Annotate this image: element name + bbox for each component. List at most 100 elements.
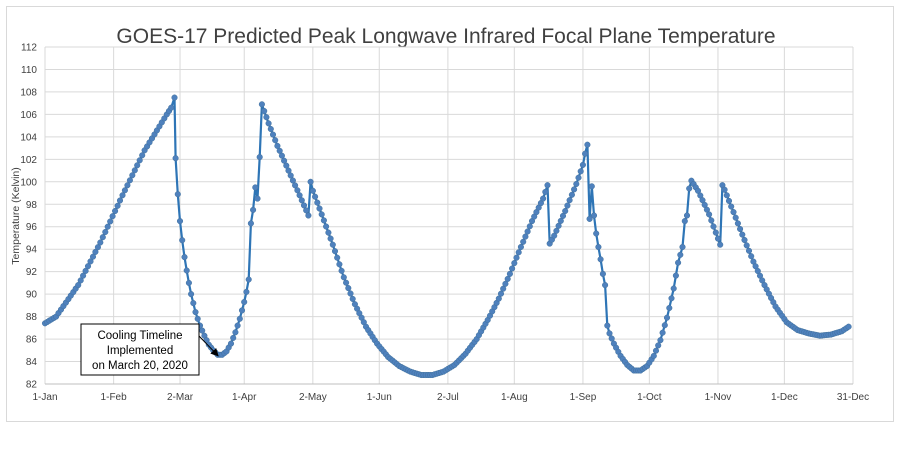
data-point — [677, 251, 684, 258]
annotation-arrow — [198, 335, 219, 357]
data-point — [258, 101, 265, 108]
data-point — [80, 272, 87, 279]
data-point — [513, 254, 520, 261]
data-point — [712, 229, 719, 236]
data-point — [602, 282, 609, 289]
data-point — [243, 288, 250, 295]
data-point — [734, 220, 741, 227]
data-point — [573, 180, 580, 188]
data-point — [340, 274, 347, 281]
x-tick-label: 1-Dec — [771, 392, 798, 403]
data-point — [307, 178, 314, 185]
data-point — [571, 186, 578, 193]
x-axis-ticks: 1-Jan 1-Feb 2-Mar 1-Apr 2-May 1-Jun 2-Jul 1-Aug… — [32, 392, 869, 403]
data-point — [517, 243, 524, 251]
data-point — [318, 211, 325, 218]
data-point — [732, 214, 739, 221]
y-tick-label: 110 — [21, 65, 37, 76]
data-point — [82, 267, 89, 274]
data-point — [706, 211, 713, 218]
data-point — [265, 120, 272, 127]
data-point — [336, 261, 343, 268]
data-point — [94, 244, 101, 251]
x-tick-label: 1-Jun — [367, 392, 392, 403]
y-tick-label: 86 — [26, 335, 38, 346]
data-point — [296, 192, 303, 199]
data-point — [506, 270, 513, 277]
data-point — [256, 154, 263, 161]
data-point — [287, 172, 294, 179]
data-point — [292, 182, 299, 189]
data-point — [606, 330, 613, 337]
data-point — [230, 334, 237, 341]
data-point — [679, 243, 686, 251]
data-point — [515, 249, 522, 256]
data-point — [650, 352, 657, 359]
data-point — [121, 187, 128, 194]
data-point — [192, 309, 199, 316]
data-point — [102, 228, 109, 236]
data-point — [245, 276, 252, 283]
data-point — [593, 230, 600, 237]
data-point — [179, 237, 186, 244]
data-point — [597, 256, 604, 263]
y-tick-label: 112 — [21, 43, 37, 54]
data-point — [717, 241, 724, 248]
x-tick-label: 1-Aug — [501, 392, 528, 403]
data-point — [577, 168, 584, 175]
y-axis-label: Temperature (Kelvin) — [10, 167, 22, 264]
data-point — [75, 282, 82, 289]
data-point — [672, 272, 679, 279]
data-point — [588, 183, 595, 190]
data-point — [131, 167, 138, 174]
data-point — [241, 298, 248, 306]
data-point — [300, 202, 308, 209]
data-point — [347, 290, 354, 297]
data-point — [314, 199, 321, 206]
data-point — [107, 218, 114, 225]
data-point — [564, 202, 571, 209]
data-point — [194, 315, 201, 322]
y-tick-label: 108 — [20, 87, 37, 98]
data-point — [247, 220, 254, 227]
data-point — [254, 195, 261, 202]
data-point — [329, 241, 336, 248]
data-point — [338, 267, 345, 274]
data-point — [345, 285, 352, 292]
data-point — [526, 223, 533, 230]
data-point — [655, 342, 662, 349]
data-point — [126, 177, 133, 184]
x-tick-label: 1-Jan — [32, 392, 57, 403]
data-point — [112, 207, 119, 215]
data-point — [710, 223, 717, 230]
data-point — [234, 322, 241, 329]
data-point — [659, 329, 666, 336]
data-point — [743, 242, 750, 249]
data-point — [139, 152, 146, 159]
data-point — [89, 253, 97, 260]
annotation-text: on March 20, 2020 — [92, 360, 188, 372]
data-point — [511, 260, 518, 267]
data-point — [129, 172, 136, 179]
x-tick-label: 1-Nov — [705, 392, 732, 403]
y-tick-label: 104 — [20, 132, 37, 143]
x-tick-label: 1-Apr — [232, 392, 257, 403]
data-point — [172, 155, 179, 162]
y-tick-label: 100 — [20, 177, 37, 188]
data-point — [845, 323, 852, 330]
data-point — [728, 203, 735, 210]
data-point — [269, 131, 277, 138]
data-point — [305, 212, 312, 219]
data-point — [739, 231, 746, 238]
data-point — [320, 217, 327, 224]
data-point — [652, 347, 660, 354]
data-point — [263, 114, 270, 121]
data-point — [741, 236, 748, 244]
data-point — [87, 258, 94, 265]
data-point — [681, 218, 688, 225]
data-point — [686, 185, 693, 192]
data-point — [168, 104, 175, 111]
y-tick-label: 96 — [26, 222, 38, 233]
x-tick-label: 2-May — [299, 392, 327, 403]
